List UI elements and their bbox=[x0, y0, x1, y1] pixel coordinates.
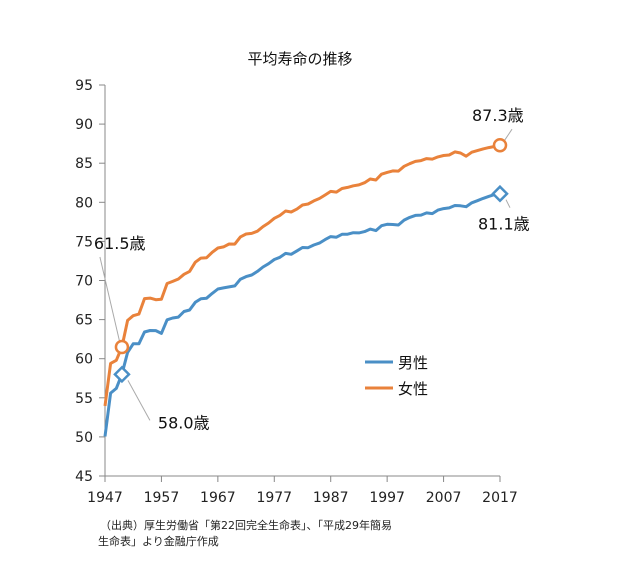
y-tick-label: 75 bbox=[75, 234, 93, 250]
x-tick-label: 1997 bbox=[369, 490, 405, 506]
y-tick-label: 85 bbox=[75, 156, 93, 172]
source-note: （出典）厚生労働省「第22回完全生命表」、「平成29年簡易 生命表」より金融庁作… bbox=[98, 518, 520, 550]
y-tick-label: 65 bbox=[75, 313, 93, 329]
x-tick-label: 1957 bbox=[144, 490, 180, 506]
annotation-marker-diamond bbox=[113, 365, 131, 384]
y-tick-label: 95 bbox=[75, 78, 93, 94]
legend-label-male: 男性 bbox=[398, 354, 428, 372]
y-tick-label: 50 bbox=[75, 430, 93, 446]
x-tick-label: 1977 bbox=[256, 490, 292, 506]
annotation-marker-circle bbox=[114, 339, 130, 355]
source-line-1: （出典）厚生労働省「第22回完全生命表」、「平成29年簡易 bbox=[100, 519, 392, 532]
x-tick-label: 1947 bbox=[87, 490, 123, 506]
legend-label-female: 女性 bbox=[398, 380, 428, 398]
y-tick-label: 80 bbox=[75, 195, 93, 211]
y-tick-label: 90 bbox=[75, 117, 93, 133]
annotation-label: 81.1歳 bbox=[478, 215, 530, 234]
x-tick-label: 1987 bbox=[313, 490, 349, 506]
annotation-marker-diamond bbox=[491, 184, 509, 203]
annotation-leader-line bbox=[503, 128, 513, 142]
annotation-leader-line bbox=[99, 256, 121, 344]
y-tick-label: 45 bbox=[75, 469, 93, 485]
series-lines bbox=[103, 144, 501, 437]
series-line-male bbox=[103, 192, 501, 437]
x-tick-label: 1967 bbox=[200, 490, 236, 506]
x-tick-label: 2007 bbox=[426, 490, 462, 506]
annotation-leader-line bbox=[505, 199, 511, 208]
y-tick-label: 70 bbox=[75, 274, 93, 290]
annotation-leader-line bbox=[127, 380, 151, 421]
source-line-2: 生命表」より金融庁作成 bbox=[98, 535, 219, 548]
y-tick-label: 55 bbox=[75, 391, 93, 407]
chart-title: 平均寿命の推移 bbox=[247, 50, 352, 68]
annotation-marker-circle bbox=[492, 137, 508, 153]
x-tick-label: 2017 bbox=[482, 490, 518, 506]
annotations: 61.5歳 58.0歳 87.3歳 81.1歳 bbox=[94, 106, 530, 432]
annotation-label: 87.3歳 bbox=[472, 106, 524, 125]
annotation-label: 58.0歳 bbox=[158, 413, 210, 432]
y-tick-label: 60 bbox=[75, 352, 93, 368]
axes: 45 50 55 60 65 70 75 80 85 90 95 1947 1957 1967 1977 19… bbox=[75, 78, 518, 506]
annotation-label: 61.5歳 bbox=[94, 234, 146, 253]
series-line-female bbox=[103, 144, 501, 407]
